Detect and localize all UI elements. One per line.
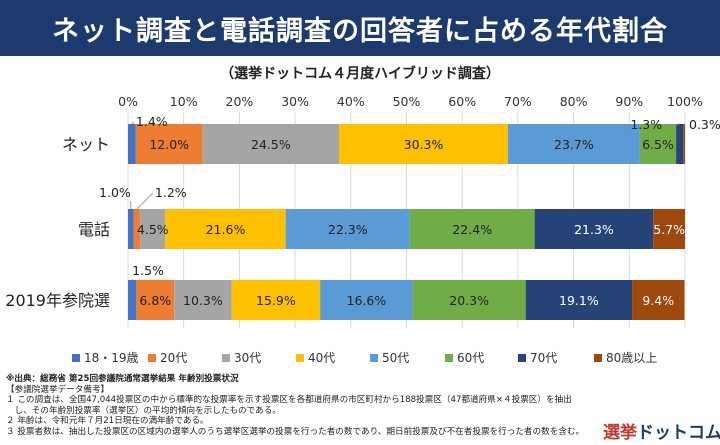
x-tick-label: 60%	[448, 94, 476, 109]
bar-segment	[525, 280, 633, 320]
bar-segment	[507, 124, 640, 164]
bar-segment	[339, 124, 508, 164]
data-label: 20.3%	[449, 293, 489, 308]
bar-segment	[133, 209, 141, 249]
bar-segment	[128, 209, 134, 249]
data-label: 24.5%	[251, 137, 291, 152]
note-1: １ この調査は、全国47,044投票区の中から標準的な投票率を示す投票区を各都道…	[6, 395, 572, 406]
bar-segment	[174, 280, 232, 320]
label-leader-line	[131, 121, 135, 125]
x-tick-label: 30%	[281, 94, 309, 109]
data-label: 1.4%	[136, 114, 168, 129]
x-tick-label: 0%	[118, 94, 138, 109]
data-label: 5.7%	[653, 222, 685, 237]
legend-label: 20代	[160, 351, 187, 365]
data-label: 0.3%	[689, 117, 720, 132]
category-label: ネット	[62, 135, 110, 154]
x-tick-label: 70%	[504, 94, 532, 109]
data-label: 10.3%	[183, 293, 223, 308]
bar-segment	[136, 280, 175, 320]
page-title: ネット調査と電話調査の回答者に占める年代割合	[52, 15, 668, 47]
note-2: ２ 年齢は、令和元年７月21日現在の満年齢である。	[6, 416, 209, 427]
data-label: 19.1%	[559, 293, 599, 308]
bar-segment	[409, 209, 535, 249]
data-label: 30.3%	[404, 137, 444, 152]
bar-segment	[412, 280, 526, 320]
legend-label: 60代	[457, 351, 484, 365]
data-label: 22.3%	[328, 222, 368, 237]
legend-swatch	[445, 354, 453, 362]
bar-segment	[320, 280, 413, 320]
note-3: ３ 投票者数は、抽出した投票区の区域内の選挙人のうち選挙区選挙の投票を行った者の…	[6, 426, 585, 437]
chart-subtitle: （選挙ドットコム４月度ハイブリッド調査）	[220, 66, 500, 82]
notes-heading: 【参議院選挙データ備考】	[6, 384, 110, 395]
x-tick-label: 10%	[170, 94, 198, 109]
data-label: 1.5%	[132, 263, 164, 278]
bar-segment	[128, 124, 136, 164]
legend-label: 18・19歳	[84, 351, 139, 365]
legend-swatch	[594, 354, 602, 362]
data-label: 15.9%	[256, 293, 296, 308]
legend-label: 80歳以上	[606, 351, 657, 365]
senkyo-dotcom-logo: 選挙ドットコム	[603, 423, 720, 443]
legend-swatch	[370, 354, 378, 362]
x-tick-label: 40%	[337, 94, 365, 109]
data-label: 21.3%	[574, 222, 614, 237]
bar-segment	[639, 124, 677, 164]
bar-segment	[653, 209, 685, 249]
data-label: 1.0%	[99, 185, 131, 200]
legend-label: 30代	[234, 351, 261, 365]
bar-segment	[135, 124, 203, 164]
x-tick-label: 20%	[226, 94, 254, 109]
data-label: 23.7%	[554, 137, 594, 152]
bar-segment	[676, 124, 684, 164]
legend-label: 40代	[308, 351, 335, 365]
x-tick-label: 50%	[393, 94, 421, 109]
data-label: 9.4%	[642, 293, 674, 308]
data-label: 4.5%	[137, 222, 169, 237]
data-label: 21.6%	[206, 222, 246, 237]
bar-segment	[128, 280, 137, 320]
bar-segment	[202, 124, 340, 164]
x-tick-label: 100%	[667, 94, 703, 109]
label-leader-line	[136, 192, 154, 210]
page-title-banner: ネット調査と電話調査の回答者に占める年代割合	[0, 0, 720, 56]
x-tick-label: 80%	[560, 94, 588, 109]
footnotes: ※出典：総務省 第25回参議院通常選挙結果 年齢別投票状況 【参議院選挙データ備…	[6, 374, 606, 438]
category-label: 2019年参院選	[5, 291, 110, 310]
bar-segment	[231, 280, 321, 320]
bar-segment	[683, 124, 685, 164]
x-tick-label: 90%	[615, 94, 643, 109]
legend-label: 70代	[530, 351, 557, 365]
legend-label: 50代	[382, 351, 409, 365]
data-label: 6.5%	[642, 137, 674, 152]
source-note: ※出典：総務省 第25回参議院通常選挙結果 年齢別投票状況	[6, 374, 239, 384]
data-label: 16.6%	[347, 293, 387, 308]
bar-segment	[285, 209, 410, 249]
legend-swatch	[518, 354, 526, 362]
legend-swatch	[222, 354, 230, 362]
legend-swatch	[148, 354, 156, 362]
bar-segment	[632, 280, 685, 320]
legend-swatch	[72, 354, 80, 362]
bar-segment	[140, 209, 166, 249]
bar-segment	[534, 209, 654, 249]
data-label: 1.2%	[155, 185, 187, 200]
category-label: 電話	[78, 220, 110, 239]
label-leader-line	[664, 123, 680, 127]
note-1-continued: し、その年齢別投票率（選挙区）の平均的傾向を示したものである。	[6, 405, 281, 416]
legend-swatch	[296, 354, 304, 362]
data-label: 1.3%	[630, 117, 662, 132]
data-label: 22.4%	[452, 222, 492, 237]
bar-segment	[165, 209, 286, 249]
data-label: 12.0%	[149, 137, 189, 152]
data-label: 6.8%	[139, 293, 171, 308]
